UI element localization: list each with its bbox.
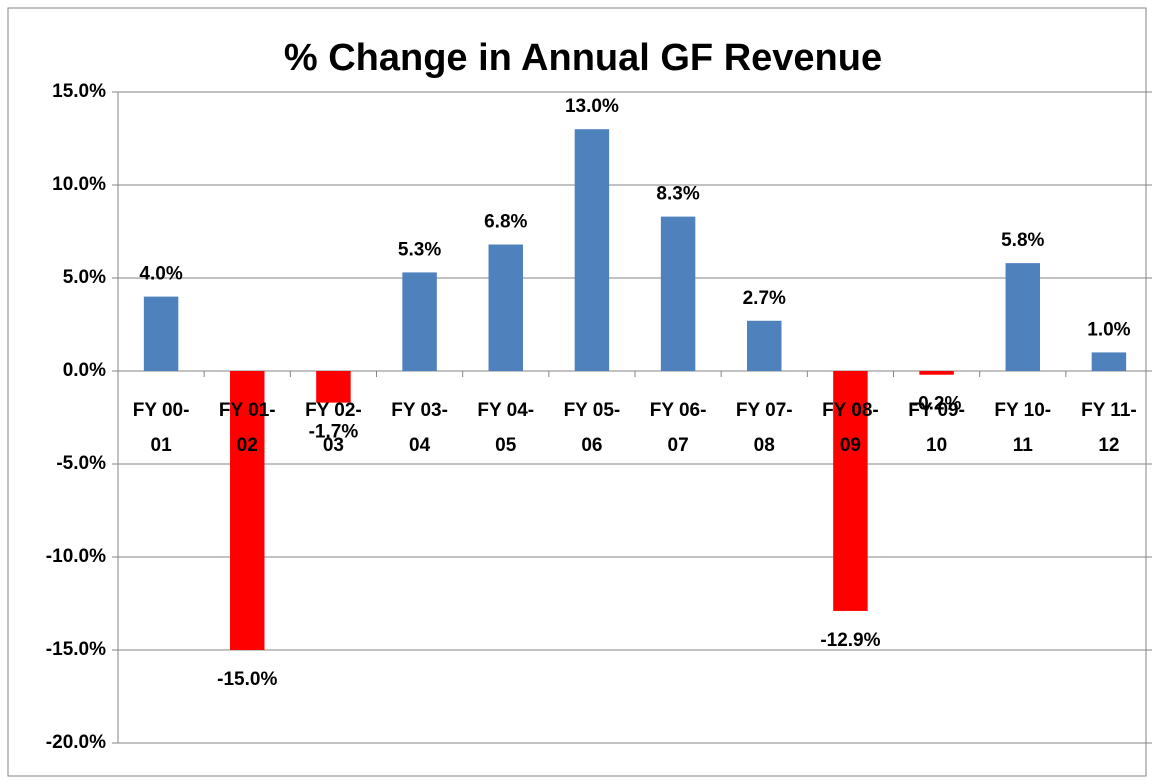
bar [574, 129, 610, 371]
value-label: 8.3% [656, 184, 699, 205]
value-label: 1.0% [1087, 319, 1130, 340]
y-tick-label: 10.0% [52, 174, 106, 195]
value-label: 5.8% [1001, 230, 1044, 251]
y-tick-label: -20.0% [46, 732, 106, 753]
value-label: 13.0% [565, 96, 619, 117]
bar [1091, 352, 1127, 371]
value-label: -15.0% [217, 669, 277, 690]
value-label: 2.7% [743, 288, 786, 309]
x-tick-label: FY 11-12 [1081, 400, 1137, 456]
bar [402, 272, 437, 371]
value-label: -1.7% [309, 422, 359, 443]
value-label: 4.0% [139, 264, 182, 285]
bar [919, 371, 954, 375]
x-tick-label: FY 07-08 [736, 400, 793, 456]
x-tick-label: FY 03-04 [391, 400, 448, 456]
bar [316, 371, 351, 403]
x-tick-label: FY 08-09 [822, 400, 879, 456]
chart-title: % Change in Annual GF Revenue [284, 37, 882, 79]
y-tick-label: 5.0% [63, 267, 106, 288]
y-tick-label: -5.0% [56, 453, 106, 474]
y-tick-label: -15.0% [46, 639, 106, 660]
value-label: 6.8% [484, 212, 527, 233]
x-tick-label: FY 02-03 [305, 400, 362, 456]
bar [230, 371, 265, 650]
bar [747, 320, 782, 371]
bar [1005, 263, 1040, 371]
bar [143, 296, 179, 371]
value-label: -0.2% [912, 394, 962, 415]
y-tick-label: 0.0% [63, 360, 106, 381]
x-tick-label: FY 10-11 [994, 400, 1051, 456]
bar [488, 244, 523, 371]
x-tick-label: FY 09-10 [908, 400, 965, 456]
x-tick-label: FY 06-07 [650, 400, 707, 456]
bar [833, 371, 868, 611]
chart-border [7, 7, 1147, 777]
y-tick-label: 15.0% [52, 81, 106, 102]
y-tick-label: -10.0% [46, 546, 106, 567]
value-label: 5.3% [398, 239, 441, 260]
x-tick-label: FY 05-06 [564, 400, 621, 456]
x-tick-label: FY 04-05 [477, 400, 534, 456]
value-label: -12.9% [820, 630, 880, 651]
x-tick-label: FY 01-02 [219, 400, 276, 456]
bar [660, 216, 696, 371]
x-tick-label: FY 00-01 [133, 400, 190, 456]
